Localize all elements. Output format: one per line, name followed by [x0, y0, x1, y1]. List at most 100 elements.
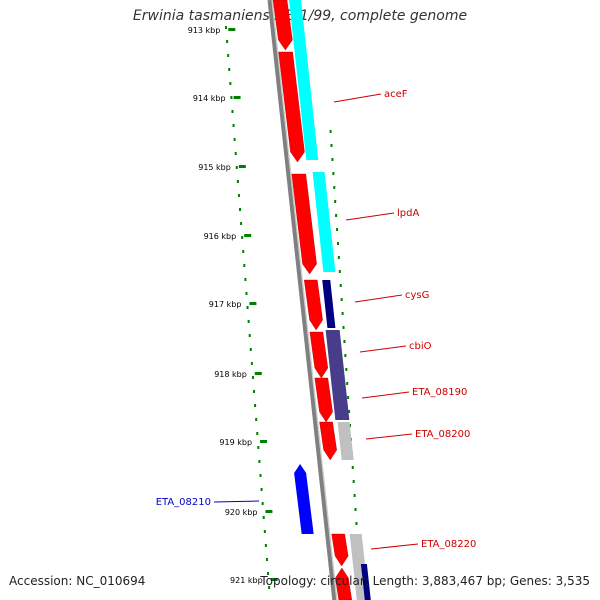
scale-tick	[233, 96, 241, 99]
scale-dot	[239, 208, 242, 211]
cds-arrow-ETA_08200	[319, 421, 337, 461]
gene-label-cbiO: cbiO	[409, 341, 432, 352]
gene-leader-line	[354, 294, 403, 303]
scale-dot	[257, 446, 260, 449]
inner-dot	[341, 312, 344, 315]
gene-leader-line	[370, 543, 419, 550]
inner-dot	[337, 256, 340, 259]
inner-dot	[331, 158, 334, 161]
inner-dot	[335, 214, 338, 217]
scale-dot	[253, 390, 256, 393]
inner-dot	[339, 284, 342, 287]
scale-dot	[240, 222, 243, 225]
scale-dot	[245, 292, 248, 295]
scale-dot	[246, 306, 249, 309]
scale-dot	[231, 110, 234, 113]
cds-arrow-cbiO	[309, 331, 329, 379]
inner-dot	[355, 522, 358, 525]
scale-tick-label: 917 kbp	[209, 300, 242, 309]
scale-tick	[265, 510, 273, 513]
gene-leader-line	[333, 93, 382, 103]
backbone-line	[267, 0, 338, 600]
accession-text: Accession: NC_010694	[9, 574, 146, 588]
gene-label-aceF: aceF	[384, 89, 408, 100]
scale-dot	[251, 376, 254, 379]
scale-tick	[249, 302, 257, 305]
summary-text: Topology: circular; Length: 3,883,467 bp…	[260, 574, 590, 588]
scale-dot	[261, 502, 264, 505]
scale-dot	[254, 404, 257, 407]
inner-dot	[338, 270, 341, 273]
inner-dot	[336, 242, 339, 245]
scale-dot	[248, 334, 251, 337]
scale-dot	[232, 124, 235, 127]
scale-tick-label: 920 kbp	[225, 508, 258, 517]
cog-bar-lpdA	[312, 172, 336, 272]
gene-leader-line	[345, 212, 395, 221]
scale-tick	[228, 28, 236, 31]
gene-label-ETA_08210: ETA_08210	[156, 497, 211, 508]
scale-tick	[270, 578, 278, 581]
scale-dot	[227, 54, 230, 57]
gene-leader-line	[213, 500, 260, 503]
scale-dot	[264, 544, 267, 547]
scale-dot	[237, 194, 240, 197]
scale-dot	[258, 460, 261, 463]
scale-tick-label: 916 kbp	[204, 232, 237, 241]
scale-dot	[249, 348, 252, 351]
inner-dot	[345, 368, 348, 371]
scale-tick-label: 915 kbp	[198, 163, 231, 172]
scale-dot	[241, 236, 244, 239]
scale-dot	[243, 264, 246, 267]
scale-dot	[226, 40, 229, 43]
cds-arrow-lpdA	[291, 173, 317, 275]
scale-dot	[234, 152, 237, 155]
inner-dot	[351, 466, 354, 469]
inner-dot	[344, 354, 347, 357]
gene-label-ETA_08200: ETA_08200	[415, 429, 470, 440]
inner-dot	[329, 130, 332, 133]
cog-bar-cysG	[322, 280, 336, 328]
cds-arrow-ETA_08190	[314, 377, 333, 423]
scale-dot	[262, 516, 265, 519]
scale-dot	[255, 418, 258, 421]
scale-ticks: 913 kbp 914 kbp 915 kbp 916 kbp 917 kbp 918 k…	[188, 26, 278, 585]
gene-label-cysG: cysG	[405, 290, 429, 301]
scale-dot	[260, 488, 263, 491]
gene-label-lpdA: lpdA	[397, 208, 419, 219]
cds-arrows	[272, 0, 353, 600]
cds-arrow-ETA_08210	[294, 464, 314, 534]
cds-arrow-next	[335, 567, 353, 600]
backbone	[267, 0, 338, 600]
cog-bar-cbiO	[325, 330, 350, 420]
cog-bar-aceF	[289, 0, 319, 160]
cds-arrow-ETA_08220	[331, 533, 349, 567]
scale-dot	[229, 82, 232, 85]
gene-labels: aceF lpdA cysG cbiO ETA_08190 ETA_08200 ETA_08…	[156, 89, 477, 550]
scale-dot	[247, 320, 250, 323]
inner-dot	[352, 480, 355, 483]
inner-dot	[334, 200, 337, 203]
scale-tick-label: 914 kbp	[193, 94, 226, 103]
scale-tick-label: 919 kbp	[219, 438, 252, 447]
gene-leader-line	[365, 433, 413, 440]
scale-tick	[260, 440, 268, 443]
scale-dot	[230, 96, 233, 99]
inner-dot	[348, 424, 351, 427]
inner-dot	[336, 228, 339, 231]
scale-dot	[244, 278, 247, 281]
scale-tick	[254, 372, 262, 375]
inner-dot	[342, 326, 345, 329]
backbone-highlight	[271, 0, 338, 600]
scale-dot	[228, 68, 231, 71]
inner-dot	[346, 382, 349, 385]
scale-dot	[265, 558, 268, 561]
gene-label-ETA_08190: ETA_08190	[412, 387, 467, 398]
inner-dot	[332, 172, 335, 175]
inner-dot	[348, 410, 351, 413]
inner-dot	[343, 340, 346, 343]
scale-dot	[225, 26, 228, 29]
scale-dot	[236, 180, 239, 183]
gene-leader-line	[359, 345, 407, 353]
